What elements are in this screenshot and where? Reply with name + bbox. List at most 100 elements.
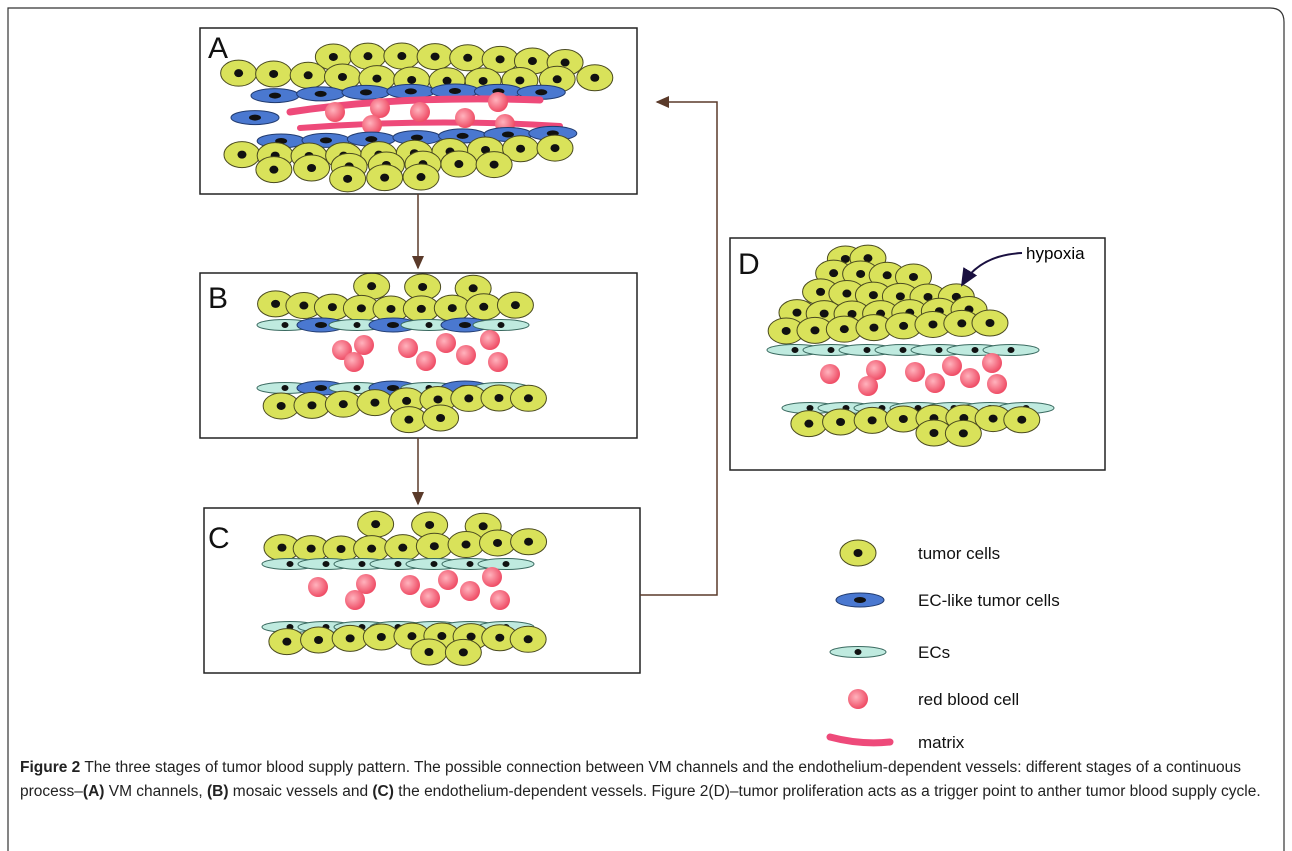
nucleus — [936, 347, 943, 353]
nucleus — [269, 166, 278, 174]
nucleus — [457, 133, 469, 139]
nucleus — [535, 89, 547, 95]
nucleus — [972, 347, 979, 353]
nucleus — [502, 131, 514, 137]
nucleus — [249, 115, 261, 121]
nucleus — [417, 305, 426, 313]
nucleus — [1017, 416, 1026, 424]
legend-label: ECs — [918, 643, 950, 662]
nucleus — [900, 347, 907, 353]
nucleus — [424, 648, 433, 656]
red-blood-cell — [820, 364, 840, 384]
red-blood-cell — [848, 689, 868, 709]
nucleus — [234, 69, 243, 77]
nucleus — [357, 304, 366, 312]
nucleus — [337, 545, 346, 553]
nucleus — [495, 634, 504, 642]
nucleus — [816, 288, 825, 296]
legend-label: red blood cell — [918, 690, 1019, 709]
nucleus — [896, 292, 905, 300]
red-blood-cell — [460, 581, 480, 601]
red-blood-cell — [455, 108, 475, 128]
nucleus — [1008, 347, 1015, 353]
nucleus — [367, 282, 376, 290]
nucleus — [590, 74, 599, 82]
nucleus — [404, 416, 413, 424]
nucleus — [315, 91, 327, 97]
nucleus — [829, 269, 838, 277]
nucleus — [864, 347, 871, 353]
red-blood-cell — [345, 590, 365, 610]
nucleus — [431, 53, 440, 61]
nucleus — [315, 322, 327, 328]
nucleus — [909, 273, 918, 281]
caption-ref: (C) — [372, 783, 394, 800]
nucleus — [883, 271, 892, 279]
nucleus — [328, 303, 337, 311]
figure: A B C D hypoxia tumor cells EC-like tumo… — [0, 0, 1292, 851]
nucleus — [425, 521, 434, 529]
nucleus — [792, 309, 801, 317]
red-blood-cell — [987, 374, 1007, 394]
nucleus — [343, 175, 352, 183]
nucleus — [459, 648, 468, 656]
nucleus — [524, 538, 533, 546]
red-blood-cell — [488, 92, 508, 112]
nucleus — [928, 320, 937, 328]
nucleus — [407, 76, 416, 84]
red-blood-cell — [370, 98, 390, 118]
nucleus — [840, 325, 849, 333]
nucleus — [282, 385, 289, 391]
red-blood-cell — [905, 362, 925, 382]
nucleus — [792, 347, 799, 353]
nucleus — [855, 649, 862, 655]
nucleus — [524, 394, 533, 402]
red-blood-cell — [925, 373, 945, 393]
nucleus — [524, 635, 533, 643]
nucleus — [516, 145, 525, 153]
nucleus — [307, 401, 316, 409]
hypoxia-arrow — [962, 253, 1022, 285]
legend-label: matrix — [918, 733, 965, 752]
nucleus — [329, 53, 338, 61]
nucleus — [820, 310, 829, 318]
nucleus — [437, 632, 446, 640]
red-blood-cell — [398, 338, 418, 358]
red-blood-cell — [482, 567, 502, 587]
red-blood-cell — [858, 376, 878, 396]
nucleus — [496, 55, 505, 63]
nucleus — [810, 326, 819, 334]
legend-label: tumor cells — [918, 544, 1000, 563]
nucleus — [377, 633, 386, 641]
red-blood-cell — [982, 353, 1002, 373]
nucleus — [436, 414, 445, 422]
panel-label: C — [208, 522, 230, 555]
nucleus — [370, 399, 379, 407]
nucleus — [365, 136, 377, 142]
nucleus — [354, 385, 361, 391]
nucleus — [282, 322, 289, 328]
caption-ref: (B) — [207, 783, 229, 800]
nucleus — [277, 402, 286, 410]
nucleus — [467, 561, 474, 567]
nucleus — [498, 322, 505, 328]
red-blood-cell — [438, 570, 458, 590]
nucleus — [269, 70, 278, 78]
caption-label: Figure 2 — [20, 759, 80, 776]
nucleus — [807, 405, 814, 411]
red-blood-cell — [344, 352, 364, 372]
nucleus — [277, 544, 286, 552]
legend-label: EC-like tumor cells — [918, 591, 1060, 610]
red-blood-cell — [490, 590, 510, 610]
nucleus — [315, 385, 327, 391]
nucleus — [957, 319, 966, 327]
nucleus — [515, 76, 524, 84]
page: {"panels": ["A", "B", "C", "D"], "annota… — [0, 0, 1292, 851]
panel-label: D — [738, 248, 760, 281]
nucleus — [360, 89, 372, 95]
nucleus — [307, 164, 316, 172]
nucleus — [372, 75, 381, 83]
red-blood-cell — [960, 368, 980, 388]
nucleus — [479, 522, 488, 530]
nucleus — [854, 549, 863, 557]
